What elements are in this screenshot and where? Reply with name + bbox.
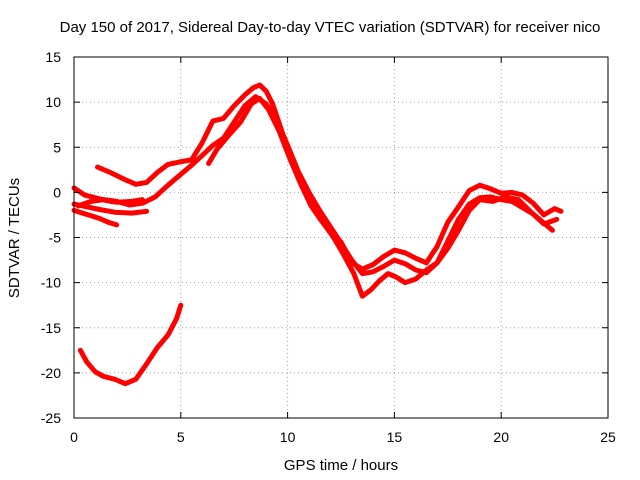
y-tick-label: -5	[49, 230, 62, 246]
y-tick-label: 5	[53, 139, 61, 155]
x-tick-label: 20	[493, 429, 509, 445]
y-axis-ticks: -25 -20 -15 -10 -5 0 5 10 15	[41, 49, 608, 426]
y-tick-label: -15	[41, 320, 61, 336]
grid	[74, 57, 608, 418]
series-track-b	[71, 207, 120, 228]
y-tick-label: 10	[45, 94, 61, 110]
y-tick-label: 0	[53, 184, 61, 200]
y-tick-label: 15	[45, 49, 61, 65]
y-axis-label: SDTVAR / TECUs	[6, 178, 23, 298]
x-tick-label: 15	[387, 429, 403, 445]
series-track-g	[77, 302, 184, 387]
x-tick-label: 5	[177, 429, 185, 445]
chart-title: Day 150 of 2017, Sidereal Day-to-day VTE…	[60, 19, 601, 36]
x-axis-label: GPS time / hours	[284, 457, 398, 474]
x-axis-ticks: 0 5 10 15 20 25	[70, 57, 616, 445]
x-tick-label: 25	[600, 429, 616, 445]
series-track-a	[71, 201, 150, 216]
x-tick-label: 10	[280, 429, 296, 445]
y-tick-label: -25	[41, 410, 61, 426]
x-tick-label: 0	[70, 429, 78, 445]
y-tick-label: -10	[41, 275, 61, 291]
data-series	[71, 82, 564, 387]
y-tick-label: -20	[41, 365, 61, 381]
series-track-f	[206, 96, 560, 299]
